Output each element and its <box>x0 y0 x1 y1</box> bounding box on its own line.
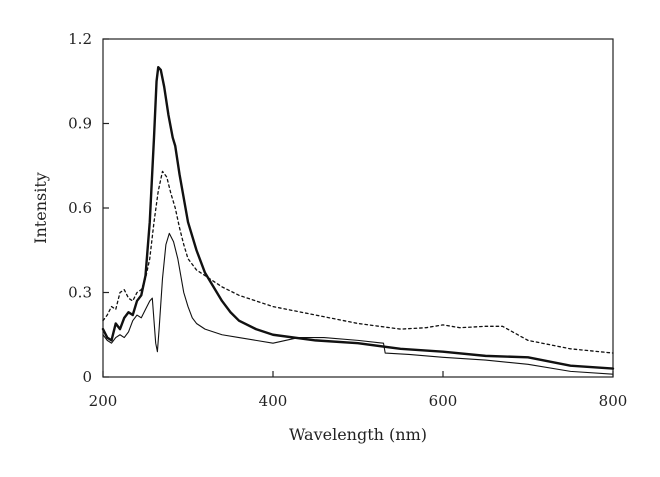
x-tick-label: 200 <box>89 392 118 410</box>
y-tick-label: 0 <box>82 368 92 386</box>
y-tick-label: 1.2 <box>68 30 92 48</box>
series-line-dotted <box>102 170 614 354</box>
plot-border <box>102 38 614 378</box>
x-tick-label: 400 <box>259 392 288 410</box>
series-layer <box>101 65 615 375</box>
series-line-thick-solid <box>101 65 615 370</box>
x-tick-label: 600 <box>429 392 458 410</box>
y-tick-label: 0.9 <box>68 115 92 133</box>
y-tick-label: 0.6 <box>68 199 92 217</box>
y-axis-title: Intensity <box>31 172 50 244</box>
y-tick-label: 0.3 <box>68 284 92 302</box>
plot-frame <box>102 38 614 378</box>
ticks-layer: 200 400 600 800 0 0.3 0.6 0.9 1.2 <box>68 30 627 410</box>
x-axis-title: Wavelength (nm) <box>289 425 427 444</box>
x-tick-label: 800 <box>599 392 628 410</box>
series-line-thin-solid <box>102 232 614 375</box>
